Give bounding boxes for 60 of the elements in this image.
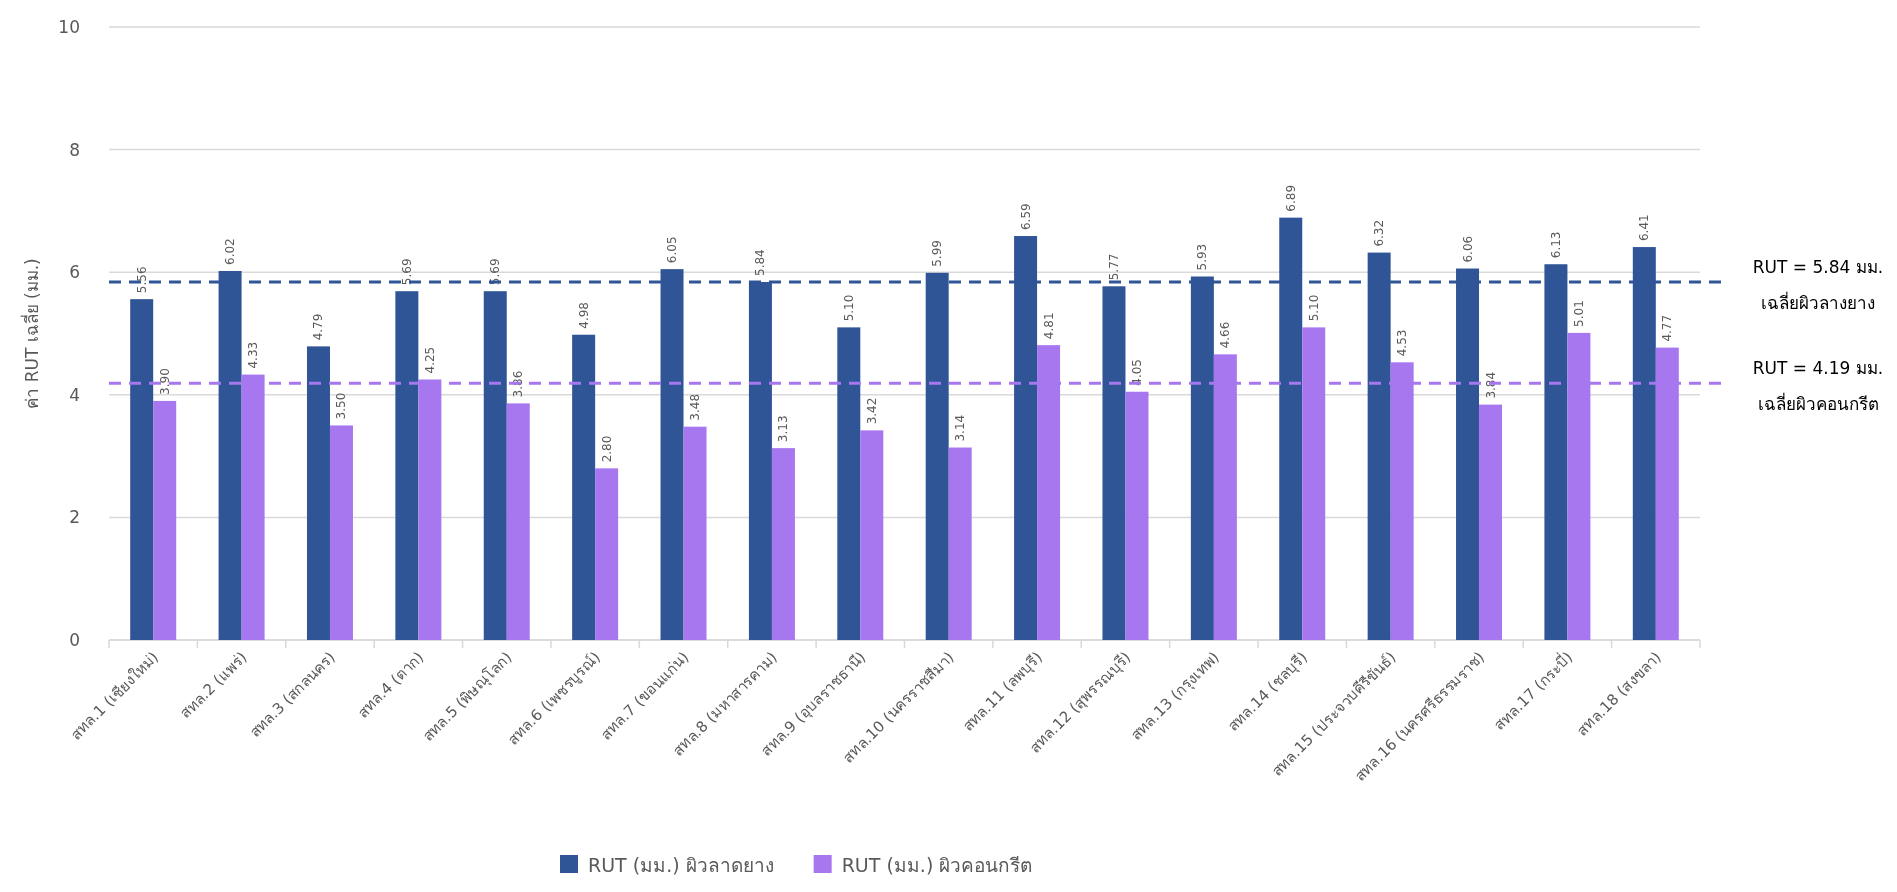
data-label: 5.10: [1306, 294, 1321, 322]
data-label: 5.99: [930, 240, 945, 267]
bar: [572, 334, 596, 640]
bar: [329, 425, 353, 640]
bar: [1125, 391, 1149, 640]
data-label: 5.84: [753, 249, 768, 277]
data-label: 6.06: [1460, 235, 1475, 263]
data-label: 6.41: [1637, 214, 1652, 242]
data-label: 4.81: [1041, 312, 1056, 340]
data-label: 3.13: [776, 415, 791, 443]
bar: [483, 291, 507, 640]
data-label: 3.50: [334, 392, 349, 420]
bar: [1479, 404, 1503, 640]
data-label: 3.42: [864, 397, 879, 425]
y-tick-label: 4: [69, 384, 80, 405]
bar: [860, 430, 884, 640]
bar: [153, 400, 177, 640]
bar: [395, 291, 419, 640]
data-label: 4.77: [1660, 314, 1675, 342]
data-label: 4.79: [311, 313, 326, 341]
ref-line-label: RUT = 4.19 มม. เฉลี่ยผิวคอนกรีต: [1752, 358, 1884, 415]
data-label: 5.01: [1571, 300, 1586, 327]
data-label: 6.05: [665, 236, 680, 264]
data-label: 4.53: [1395, 329, 1410, 357]
data-label: 4.25: [422, 346, 437, 374]
data-label: 4.66: [1218, 321, 1233, 349]
data-label: 6.13: [1548, 231, 1563, 259]
y-tick-label: 0: [69, 630, 80, 650]
bar: [948, 447, 972, 640]
y-axis-title: ค่า RUT เฉลี่ย (มม.): [20, 258, 42, 409]
bar: [1102, 286, 1126, 640]
data-label: 6.32: [1372, 219, 1387, 247]
data-label: 4.33: [246, 341, 261, 369]
bar: [306, 346, 330, 640]
y-tick-label: 8: [69, 139, 80, 160]
bar: [130, 299, 154, 640]
data-label: 5.93: [1195, 243, 1210, 271]
y-tick-label: 10: [58, 17, 80, 37]
data-label: 5.10: [841, 294, 856, 322]
data-label: 6.02: [223, 238, 238, 265]
ref-line-label: RUT = 5.84 มม. เฉลี่ยผิวลางยาง: [1752, 257, 1884, 314]
bar: [595, 468, 619, 640]
data-label: 5.77: [1106, 253, 1121, 281]
bar: [771, 448, 795, 640]
data-label: 6.89: [1283, 184, 1298, 212]
data-label: 4.98: [576, 302, 591, 329]
data-label: 6.59: [1018, 203, 1033, 231]
data-label: 5.69: [399, 258, 414, 286]
legend-label: RUT (มม.) ผิวลาดยาง: [588, 854, 774, 876]
legend-label: RUT (มม.) ผิวคอนกรีต: [841, 854, 1033, 876]
bar: [683, 426, 707, 640]
bar: [506, 403, 530, 640]
data-label: 3.48: [688, 393, 703, 421]
y-tick-label: 2: [69, 507, 80, 528]
data-label: 3.14: [953, 414, 968, 442]
data-label: 5.56: [134, 266, 149, 294]
data-label: 2.80: [599, 435, 614, 463]
data-label: 3.90: [157, 368, 172, 395]
bar: [837, 327, 861, 640]
y-tick-label: 6: [69, 262, 80, 283]
